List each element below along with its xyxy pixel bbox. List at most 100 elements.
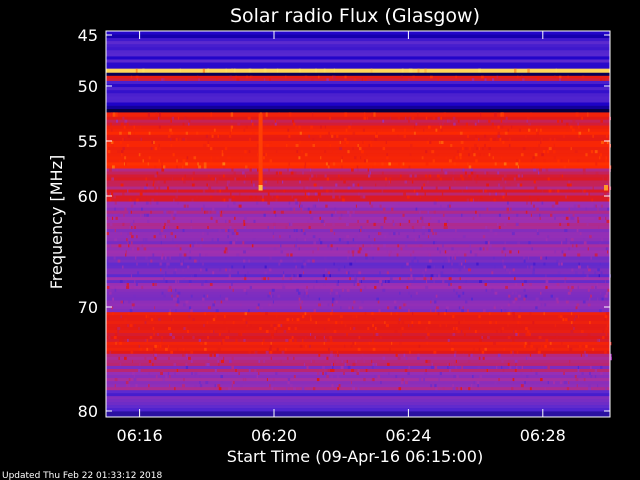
heatmap-streak: [240, 333, 243, 337]
heatmap-streak: [507, 303, 510, 307]
heatmap-streak: [391, 207, 394, 212]
heatmap-streak: [264, 153, 267, 157]
heatmap-streak: [261, 277, 264, 281]
heatmap-streak: [478, 321, 481, 325]
heatmap-streak: [318, 198, 320, 202]
heatmap-streak: [318, 303, 321, 307]
heatmap-streak: [204, 341, 207, 346]
heatmap-streak: [452, 259, 454, 263]
heatmap-streak: [339, 147, 343, 151]
heatmap-streak: [235, 238, 238, 242]
heatmap-row: [106, 271, 610, 275]
heatmap-streak: [381, 189, 384, 193]
heatmap-streak: [536, 140, 539, 145]
heatmap-streak: [409, 153, 412, 157]
heatmap-streak: [238, 204, 242, 209]
heatmap-streak: [455, 156, 458, 160]
heatmap-streak: [430, 274, 434, 278]
heatmap-streak: [566, 268, 568, 272]
heatmap-streak: [126, 384, 128, 388]
heatmap-streak: [251, 244, 254, 248]
heatmap-streak: [374, 375, 377, 379]
heatmap-streak: [526, 330, 530, 334]
heatmap-streak: [319, 134, 322, 139]
heatmap-streak: [523, 280, 527, 284]
heatmap-streak: [434, 384, 437, 388]
heatmap-streak: [337, 353, 339, 358]
heatmap-streak: [157, 333, 159, 337]
heatmap-streak: [386, 280, 388, 284]
heatmap-row: [106, 177, 610, 181]
heatmap-streak: [486, 368, 488, 373]
heatmap-streak: [176, 159, 178, 163]
heatmap-streak: [503, 162, 507, 166]
heatmap-streak: [581, 116, 583, 121]
heatmap-streak: [317, 247, 320, 251]
heatmap-streak: [544, 303, 547, 307]
heatmap-streak: [294, 338, 297, 343]
heatmap-streak: [354, 274, 357, 278]
heatmap-streak: [545, 238, 548, 242]
heatmap-streak: [225, 333, 229, 337]
heatmap-row: [106, 159, 610, 163]
heatmap-streak: [251, 75, 253, 79]
heatmap-streak: [244, 225, 247, 230]
heatmap-streak: [296, 150, 298, 154]
heatmap-streak: [466, 162, 469, 166]
heatmap-streak: [524, 381, 526, 385]
heatmap-streak: [577, 365, 579, 370]
heatmap-streak: [485, 225, 488, 230]
heatmap-streak: [369, 201, 371, 205]
heatmap-streak: [110, 140, 114, 145]
heatmap-streak: [304, 238, 306, 242]
heatmap-streak: [410, 143, 413, 148]
heatmap-streak: [323, 68, 326, 74]
heatmap-streak: [270, 356, 272, 361]
heatmap-streak: [580, 330, 584, 334]
heatmap-streak: [154, 315, 156, 319]
heatmap-streak: [219, 213, 223, 218]
heatmap-streak: [410, 274, 413, 278]
heatmap-row: [106, 247, 610, 251]
heatmap-streak: [280, 244, 282, 248]
heatmap-streak: [175, 303, 179, 307]
heatmap-streak: [111, 112, 113, 118]
heatmap-streak: [232, 241, 236, 245]
heatmap-row: [106, 327, 610, 331]
heatmap-streak: [577, 285, 579, 290]
heatmap-streak: [600, 372, 603, 376]
heatmap-streak: [243, 330, 246, 334]
heatmap-streak: [425, 327, 428, 331]
heatmap-streak: [216, 347, 218, 352]
heatmap-streak: [476, 381, 479, 385]
heatmap-streak: [379, 335, 382, 340]
heatmap-streak: [129, 225, 131, 230]
heatmap-streak: [605, 156, 607, 160]
heatmap-streak: [589, 372, 591, 376]
heatmap-streak: [289, 207, 292, 212]
heatmap-streak: [202, 330, 205, 334]
heatmap-streak: [229, 359, 232, 364]
heatmap-streak: [342, 198, 345, 202]
heatmap-streak: [568, 381, 570, 385]
heatmap-streak: [398, 306, 402, 310]
heatmap-row: [106, 102, 610, 107]
heatmap-streak: [404, 180, 407, 184]
heatmap-streak: [524, 294, 528, 299]
heatmap-streak: [245, 291, 248, 296]
heatmap-row: [106, 303, 610, 307]
heatmap-streak: [576, 315, 578, 319]
heatmap-streak: [406, 195, 410, 199]
heatmap-streak: [607, 186, 610, 190]
heatmap-streak: [407, 78, 410, 82]
heatmap-streak: [258, 312, 261, 316]
heatmap-streak: [264, 265, 267, 269]
heatmap-streak: [395, 353, 398, 358]
heatmap-streak: [309, 210, 312, 215]
heatmap-streak: [313, 241, 317, 245]
heatmap-streak: [205, 268, 208, 272]
heatmap-streak: [427, 235, 429, 239]
heatmap-streak: [506, 207, 509, 212]
heatmap-streak: [383, 216, 387, 221]
heatmap-streak: [132, 359, 133, 364]
